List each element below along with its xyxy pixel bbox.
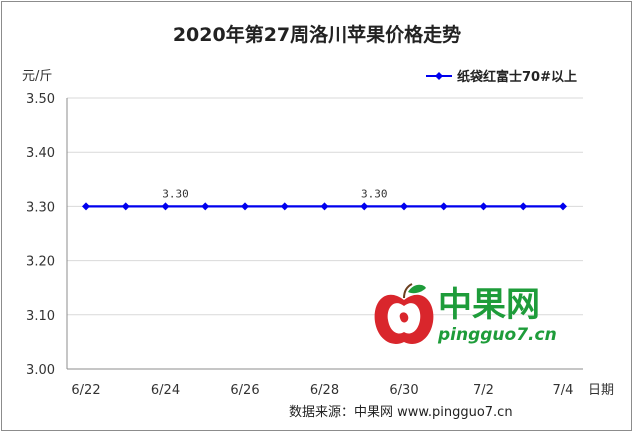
apple-icon [374,283,434,344]
chart-title: 2020年第27周洛川苹果价格走势 [173,23,461,46]
y-tick-label: 3.40 [26,146,55,161]
data-source: 数据来源：中果网 www.pingguo7.cn [289,405,513,420]
legend-entry: 纸袋红富士70#以上 [457,69,577,85]
logo-text: 中果网 [438,285,540,325]
legend-marker [435,72,443,80]
data-point [320,202,329,211]
data-label: 3.30 [162,187,189,200]
plot-area: 3.30 3.30 [82,187,567,211]
y-tick-label: 3.30 [26,200,55,215]
data-point [519,202,528,211]
y-tick-label: 3.10 [26,309,55,324]
y-axis-ticks: 3.00 3.10 3.20 3.30 3.40 3.50 [26,92,55,378]
y-tick-label: 3.00 [26,363,55,378]
data-point [161,202,170,211]
x-tick-label: 6/28 [310,383,339,398]
data-point [559,202,567,211]
data-point [280,202,289,211]
legend: 纸袋红富士70#以上 [426,69,577,85]
logo-url: pingguo7.cn [437,325,557,345]
data-point [400,202,408,211]
x-tick-label: 6/22 [71,383,100,398]
x-tick-label: 6/24 [151,383,180,398]
data-point [201,202,210,211]
data-label: 3.30 [361,187,388,200]
data-point [121,202,130,211]
gridlines [66,97,583,370]
y-tick-label: 3.20 [26,255,55,270]
x-axis-label: 日期 [588,383,614,398]
x-tick-label: 7/4 [553,383,574,398]
x-tick-label: 7/2 [473,383,494,398]
x-axis-ticks: 6/22 6/24 6/26 6/28 6/30 7/2 7/4 [71,383,573,398]
data-point [241,202,249,211]
x-tick-label: 6/26 [230,383,259,398]
x-tick-label: 6/30 [389,383,418,398]
y-tick-label: 3.50 [26,92,55,107]
data-point [360,202,369,211]
y-axis-unit: 元/斤 [22,69,52,84]
zhongguo-logo: 中果网 pingguo7.cn [374,283,557,345]
data-point [479,202,488,211]
data-point [82,202,90,211]
data-point [439,202,448,211]
